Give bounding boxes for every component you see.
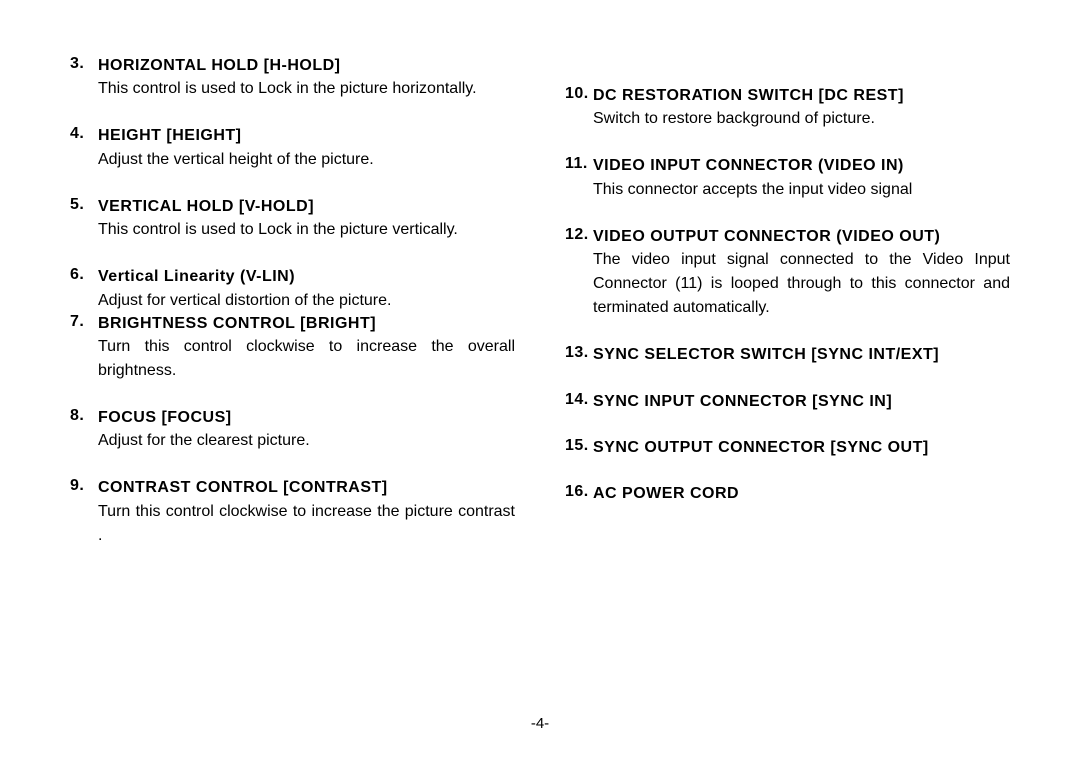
- left-column: 3. HORIZONTAL HOLD [H-HOLD] This control…: [70, 55, 515, 742]
- item-content: DC RESTORATION SWITCH [DC REST] Switch t…: [593, 85, 1010, 131]
- item-title: SYNC INPUT CONNECTOR [SYNC IN]: [593, 391, 1010, 413]
- item-title: HEIGHT [HEIGHT]: [98, 125, 515, 147]
- item-content: Vertical Linearity (V-LIN) Adjust for ve…: [98, 266, 515, 312]
- list-item: 5. VERTICAL HOLD [V-HOLD] This control i…: [70, 196, 515, 242]
- page-container: 3. HORIZONTAL HOLD [H-HOLD] This control…: [0, 0, 1080, 762]
- item-title: BRIGHTNESS CONTROL [BRIGHT]: [98, 313, 515, 335]
- item-number: 14.: [565, 391, 593, 413]
- item-title: CONTRAST CONTROL [CONTRAST]: [98, 477, 515, 499]
- item-title: HORIZONTAL HOLD [H-HOLD]: [98, 55, 515, 77]
- item-content: VIDEO INPUT CONNECTOR (VIDEO IN) This co…: [593, 155, 1010, 201]
- list-item: 12. VIDEO OUTPUT CONNECTOR (VIDEO OUT) T…: [565, 226, 1010, 320]
- item-content: HORIZONTAL HOLD [H-HOLD] This control is…: [98, 55, 515, 101]
- right-column: 10. DC RESTORATION SWITCH [DC REST] Swit…: [565, 55, 1010, 742]
- item-number: 13.: [565, 344, 593, 366]
- item-description: Adjust the vertical height of the pictur…: [98, 148, 515, 172]
- item-title: VIDEO INPUT CONNECTOR (VIDEO IN): [593, 155, 1010, 177]
- item-number: 4.: [70, 125, 98, 171]
- item-content: SYNC SELECTOR SWITCH [SYNC INT/EXT]: [593, 344, 1010, 366]
- item-number: 3.: [70, 55, 98, 101]
- item-description: Adjust for vertical distortion of the pi…: [98, 289, 515, 313]
- item-title: Vertical Linearity (V-LIN): [98, 266, 515, 288]
- item-title: VERTICAL HOLD [V-HOLD]: [98, 196, 515, 218]
- item-description: This control is used to Lock in the pict…: [98, 218, 515, 242]
- item-description: Switch to restore background of picture.: [593, 107, 1010, 131]
- list-item: 13. SYNC SELECTOR SWITCH [SYNC INT/EXT]: [565, 344, 1010, 366]
- item-description: The video input signal connected to the …: [593, 248, 1010, 320]
- item-title: FOCUS [FOCUS]: [98, 407, 515, 429]
- item-content: CONTRAST CONTROL [CONTRAST] Turn this co…: [98, 477, 515, 547]
- item-content: VERTICAL HOLD [V-HOLD] This control is u…: [98, 196, 515, 242]
- list-item: 7. BRIGHTNESS CONTROL [BRIGHT] Turn this…: [70, 313, 515, 383]
- item-description: This control is used to Lock in the pict…: [98, 77, 515, 101]
- item-number: 7.: [70, 313, 98, 383]
- item-content: SYNC OUTPUT CONNECTOR [SYNC OUT]: [593, 437, 1010, 459]
- list-item: 15. SYNC OUTPUT CONNECTOR [SYNC OUT]: [565, 437, 1010, 459]
- item-number: 9.: [70, 477, 98, 547]
- item-number: 6.: [70, 266, 98, 312]
- item-description: Turn this control clockwise to increase …: [98, 500, 515, 548]
- item-number: 16.: [565, 483, 593, 505]
- list-item: 9. CONTRAST CONTROL [CONTRAST] Turn this…: [70, 477, 515, 547]
- item-title: SYNC OUTPUT CONNECTOR [SYNC OUT]: [593, 437, 1010, 459]
- list-item: 11. VIDEO INPUT CONNECTOR (VIDEO IN) Thi…: [565, 155, 1010, 201]
- item-content: SYNC INPUT CONNECTOR [SYNC IN]: [593, 391, 1010, 413]
- list-item: 3. HORIZONTAL HOLD [H-HOLD] This control…: [70, 55, 515, 101]
- spacer: [565, 55, 1010, 85]
- item-content: AC POWER CORD: [593, 483, 1010, 505]
- item-content: BRIGHTNESS CONTROL [BRIGHT] Turn this co…: [98, 313, 515, 383]
- list-item: 10. DC RESTORATION SWITCH [DC REST] Swit…: [565, 85, 1010, 131]
- item-title: DC RESTORATION SWITCH [DC REST]: [593, 85, 1010, 107]
- item-title: VIDEO OUTPUT CONNECTOR (VIDEO OUT): [593, 226, 1010, 248]
- item-number: 15.: [565, 437, 593, 459]
- list-item: 16. AC POWER CORD: [565, 483, 1010, 505]
- item-description: This connector accepts the input video s…: [593, 178, 1010, 202]
- page-number: -4-: [531, 715, 549, 732]
- item-number: 5.: [70, 196, 98, 242]
- item-content: VIDEO OUTPUT CONNECTOR (VIDEO OUT) The v…: [593, 226, 1010, 320]
- item-title: SYNC SELECTOR SWITCH [SYNC INT/EXT]: [593, 344, 1010, 366]
- item-content: FOCUS [FOCUS] Adjust for the clearest pi…: [98, 407, 515, 453]
- list-item: 8. FOCUS [FOCUS] Adjust for the clearest…: [70, 407, 515, 453]
- item-title: AC POWER CORD: [593, 483, 1010, 505]
- list-item: 6. Vertical Linearity (V-LIN) Adjust for…: [70, 266, 515, 312]
- item-number: 12.: [565, 226, 593, 320]
- item-number: 11.: [565, 155, 593, 201]
- item-number: 10.: [565, 85, 593, 131]
- item-number: 8.: [70, 407, 98, 453]
- list-item: 14. SYNC INPUT CONNECTOR [SYNC IN]: [565, 391, 1010, 413]
- item-description: Turn this control clockwise to increase …: [98, 335, 515, 383]
- list-item: 4. HEIGHT [HEIGHT] Adjust the vertical h…: [70, 125, 515, 171]
- item-content: HEIGHT [HEIGHT] Adjust the vertical heig…: [98, 125, 515, 171]
- item-description: Adjust for the clearest picture.: [98, 429, 515, 453]
